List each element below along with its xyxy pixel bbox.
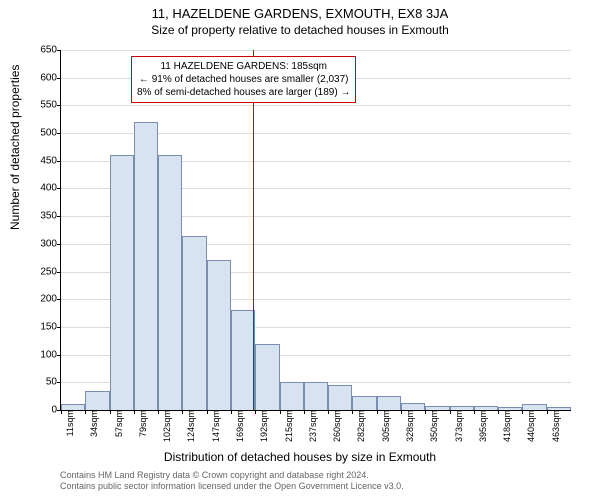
xtick-label: 395sqm bbox=[476, 410, 488, 442]
y-axis-label: Number of detached properties bbox=[8, 65, 22, 230]
ytick-label: 150 bbox=[40, 321, 61, 332]
histogram-bar bbox=[377, 396, 401, 410]
ytick-label: 0 bbox=[51, 405, 61, 416]
xtick-label: 328sqm bbox=[403, 410, 415, 442]
chart-footer: Contains HM Land Registry data © Crown c… bbox=[60, 470, 404, 492]
ytick-label: 250 bbox=[40, 266, 61, 277]
footer-line1: Contains HM Land Registry data © Crown c… bbox=[60, 470, 404, 481]
xtick-mark bbox=[401, 410, 402, 414]
gridline bbox=[61, 50, 571, 51]
xtick-label: 57sqm bbox=[112, 410, 124, 437]
histogram-bar bbox=[255, 344, 279, 410]
histogram-bar bbox=[85, 391, 109, 410]
ytick-label: 550 bbox=[40, 100, 61, 111]
x-axis-label: Distribution of detached houses by size … bbox=[0, 450, 600, 464]
xtick-label: 350sqm bbox=[427, 410, 439, 442]
xtick-mark bbox=[231, 410, 232, 414]
histogram-bar bbox=[304, 382, 328, 410]
ytick-label: 300 bbox=[40, 238, 61, 249]
histogram-bar bbox=[182, 236, 206, 410]
xtick-label: 463sqm bbox=[549, 410, 561, 442]
xtick-label: 34sqm bbox=[87, 410, 99, 437]
histogram-bar bbox=[110, 155, 134, 410]
histogram-bar bbox=[231, 310, 255, 410]
chart-inner: 0501001502002503003504004505005506006501… bbox=[60, 50, 571, 411]
ytick-label: 500 bbox=[40, 128, 61, 139]
ytick-label: 600 bbox=[40, 72, 61, 83]
xtick-mark bbox=[498, 410, 499, 414]
xtick-mark bbox=[110, 410, 111, 414]
histogram-bar bbox=[207, 260, 231, 410]
xtick-mark bbox=[134, 410, 135, 414]
xtick-mark bbox=[474, 410, 475, 414]
annotation-line: 11 HAZELDENE GARDENS: 185sqm bbox=[137, 60, 350, 73]
xtick-label: 169sqm bbox=[233, 410, 245, 442]
xtick-mark bbox=[304, 410, 305, 414]
plot-area: 0501001502002503003504004505005506006501… bbox=[60, 50, 570, 410]
xtick-label: 282sqm bbox=[354, 410, 366, 442]
xtick-mark bbox=[547, 410, 548, 414]
xtick-label: 237sqm bbox=[306, 410, 318, 442]
xtick-label: 440sqm bbox=[524, 410, 536, 442]
chart-container: 11, HAZELDENE GARDENS, EXMOUTH, EX8 3JA … bbox=[0, 0, 600, 500]
annotation-box: 11 HAZELDENE GARDENS: 185sqm← 91% of det… bbox=[131, 56, 356, 103]
xtick-mark bbox=[328, 410, 329, 414]
annotation-line: ← 91% of detached houses are smaller (2,… bbox=[137, 73, 350, 86]
xtick-mark bbox=[207, 410, 208, 414]
marker-line bbox=[253, 50, 254, 410]
annotation-line: 8% of semi-detached houses are larger (1… bbox=[137, 86, 350, 99]
histogram-bar bbox=[352, 396, 376, 410]
ytick-label: 350 bbox=[40, 211, 61, 222]
histogram-bar bbox=[158, 155, 182, 410]
xtick-label: 418sqm bbox=[500, 410, 512, 442]
footer-line2: Contains public sector information licen… bbox=[60, 481, 404, 492]
xtick-mark bbox=[158, 410, 159, 414]
ytick-label: 650 bbox=[40, 45, 61, 56]
xtick-mark bbox=[61, 410, 62, 414]
gridline bbox=[61, 105, 571, 106]
xtick-label: 373sqm bbox=[452, 410, 464, 442]
xtick-mark bbox=[280, 410, 281, 414]
xtick-label: 305sqm bbox=[379, 410, 391, 442]
ytick-label: 450 bbox=[40, 155, 61, 166]
xtick-mark bbox=[450, 410, 451, 414]
xtick-label: 124sqm bbox=[184, 410, 196, 442]
xtick-label: 215sqm bbox=[282, 410, 294, 442]
xtick-label: 147sqm bbox=[209, 410, 221, 442]
ytick-label: 50 bbox=[46, 377, 61, 388]
histogram-bar bbox=[401, 403, 425, 410]
histogram-bar bbox=[328, 385, 352, 410]
xtick-label: 192sqm bbox=[257, 410, 269, 442]
xtick-label: 260sqm bbox=[330, 410, 342, 442]
ytick-label: 100 bbox=[40, 349, 61, 360]
ytick-label: 400 bbox=[40, 183, 61, 194]
xtick-mark bbox=[377, 410, 378, 414]
xtick-label: 79sqm bbox=[136, 410, 148, 437]
chart-subtitle: Size of property relative to detached ho… bbox=[0, 21, 600, 37]
xtick-label: 11sqm bbox=[63, 410, 75, 436]
histogram-bar bbox=[280, 382, 304, 410]
chart-title: 11, HAZELDENE GARDENS, EXMOUTH, EX8 3JA bbox=[0, 0, 600, 21]
histogram-bar bbox=[134, 122, 158, 410]
xtick-label: 102sqm bbox=[160, 410, 172, 442]
ytick-label: 200 bbox=[40, 294, 61, 305]
